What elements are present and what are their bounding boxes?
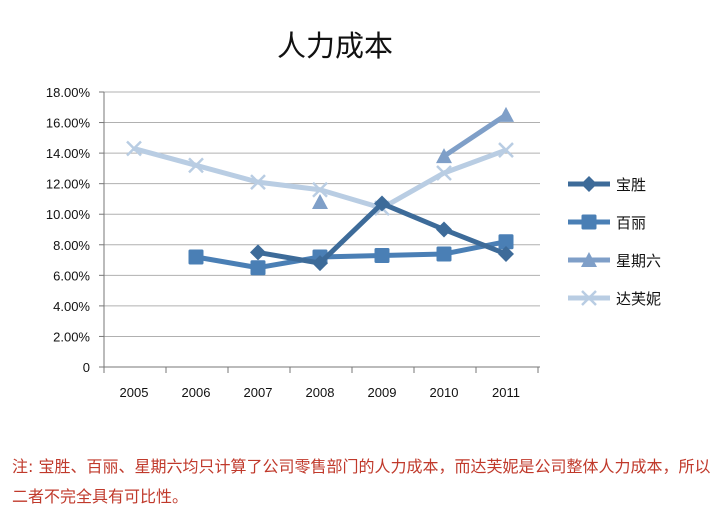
legend-marker	[581, 176, 597, 192]
data-point	[312, 194, 328, 209]
data-point	[188, 157, 204, 174]
x-tick-label: 2010	[430, 385, 459, 400]
marker-stroke	[126, 140, 142, 157]
legend-marker	[581, 252, 597, 267]
marker-stroke	[436, 165, 452, 181]
series-1	[250, 195, 514, 272]
data-point	[250, 260, 266, 276]
data-point	[436, 165, 452, 181]
y-tick-label: 6.00%	[53, 268, 90, 283]
y-tick-label: 4.00%	[53, 299, 90, 314]
data-point	[436, 221, 452, 238]
data-point	[436, 246, 452, 262]
legend-item-2: 百丽	[568, 214, 646, 232]
y-tick-label: 18.00%	[46, 85, 91, 100]
y-tick-label: 12.00%	[46, 177, 91, 192]
marker-stroke	[250, 174, 266, 191]
y-tick-label: 8.00%	[53, 238, 90, 253]
data-point	[498, 142, 514, 158]
x-tick-label: 2009	[368, 385, 397, 400]
y-tick-label: 14.00%	[46, 146, 91, 161]
data-point	[312, 255, 328, 272]
legend-item-4: 达芙妮	[568, 290, 661, 308]
series-line	[442, 112, 508, 159]
data-point	[498, 106, 514, 122]
data-point	[250, 244, 266, 261]
y-axis-ticks: 0 2.00% 4.00% 6.00% 8.00% 10.00% 12.00% 14.00% 1…	[46, 85, 104, 375]
legend-item-3: 星期六	[568, 252, 661, 270]
data-point	[188, 249, 204, 265]
axes	[103, 92, 540, 368]
legend-marker	[581, 214, 597, 230]
data-point	[498, 234, 514, 250]
marker-stroke	[498, 142, 514, 158]
x-tick-label: 2006	[182, 385, 211, 400]
line-chart: 人力成本 0 2.00% 4.00% 6.00% 8.00% 10.00% 12.00% 14…	[46, 29, 661, 400]
series-2	[188, 234, 514, 276]
data-point	[498, 245, 514, 262]
data-point	[312, 181, 328, 198]
gridlines	[104, 91, 540, 337]
series-group	[126, 106, 514, 276]
legend-label: 百丽	[616, 214, 646, 232]
y-tick-label: 10.00%	[46, 207, 91, 222]
x-axis-ticks: 2005 2006 2007 2008 2009 2010 2011	[103, 367, 539, 400]
marker-stroke	[581, 290, 597, 306]
x-tick-label: 2005	[120, 385, 149, 400]
legend-item-1: 宝胜	[568, 176, 646, 194]
legend-label: 星期六	[616, 252, 661, 270]
x-tick-label: 2007	[244, 385, 273, 400]
y-tick-label: 2.00%	[53, 329, 90, 344]
chart-title: 人力成本	[277, 29, 393, 63]
legend-label: 达芙妮	[616, 290, 661, 308]
footnote: 注: 宝胜、百丽、星期六均只计算了公司零售部门的人力成本，而达芙妮是公司整体人力…	[12, 457, 711, 506]
legend-marker	[581, 290, 597, 306]
series-4	[126, 140, 514, 216]
marker-stroke	[312, 181, 328, 198]
data-point	[250, 174, 266, 191]
series-3	[312, 106, 514, 209]
data-point	[436, 148, 452, 164]
x-tick-label: 2008	[306, 385, 335, 400]
data-point	[126, 140, 142, 157]
data-point	[374, 247, 390, 263]
x-tick-label: 2011	[492, 385, 520, 400]
y-tick-label: 16.00%	[46, 116, 91, 131]
series-line	[195, 239, 507, 271]
marker-stroke	[188, 157, 204, 174]
legend-label: 宝胜	[616, 176, 646, 194]
y-tick-label: 0	[83, 360, 90, 375]
data-point	[374, 195, 390, 212]
